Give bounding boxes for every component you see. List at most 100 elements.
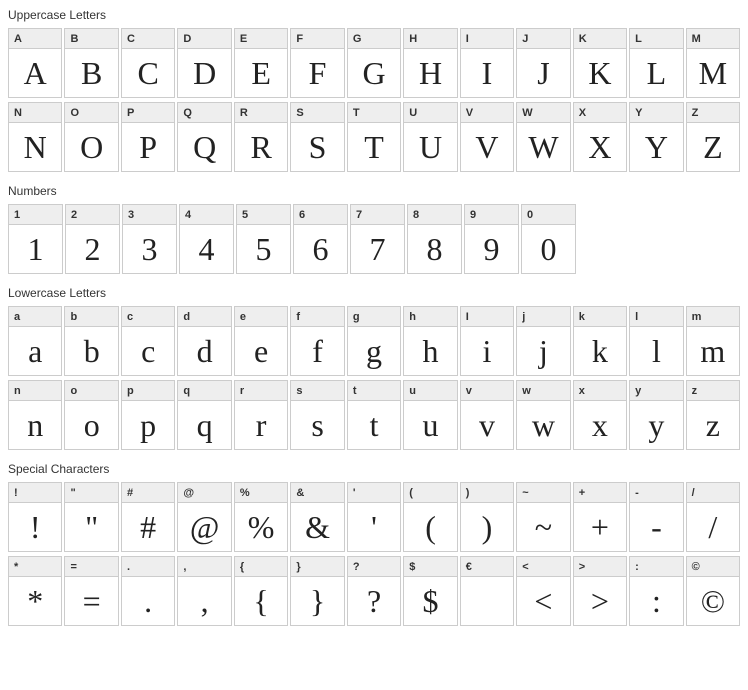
glyph-cell[interactable]: RR	[234, 102, 288, 172]
glyph-display: 7	[351, 225, 404, 273]
glyph-cell[interactable]: II	[460, 28, 514, 98]
glyph-cell[interactable]: ++	[573, 482, 627, 552]
glyph-display: f	[291, 327, 343, 375]
glyph-cell[interactable]: AA	[8, 28, 62, 98]
glyph-cell[interactable]: oo	[64, 380, 118, 450]
glyph-cell[interactable]: ""	[64, 482, 118, 552]
glyph-cell[interactable]: jj	[516, 306, 570, 376]
glyph-cell[interactable]: JJ	[516, 28, 570, 98]
glyph-cell[interactable]: 00	[521, 204, 576, 274]
glyph-cell[interactable]: dd	[177, 306, 231, 376]
glyph-cell[interactable]: €	[460, 556, 514, 626]
glyph-cell[interactable]: <<	[516, 556, 570, 626]
glyph-cell[interactable]: hh	[403, 306, 457, 376]
glyph-cell[interactable]: MM	[686, 28, 740, 98]
glyph-cell[interactable]: OO	[64, 102, 118, 172]
glyph-cell[interactable]: YY	[629, 102, 683, 172]
glyph-label: g	[348, 307, 400, 327]
glyph-cell[interactable]: HH	[403, 28, 457, 98]
glyph-display: 2	[66, 225, 119, 273]
glyph-cell[interactable]: %%	[234, 482, 288, 552]
glyph-display: e	[235, 327, 287, 375]
glyph-cell[interactable]: rr	[234, 380, 288, 450]
glyph-cell[interactable]: ))	[460, 482, 514, 552]
glyph-cell[interactable]: kk	[573, 306, 627, 376]
glyph-cell[interactable]: ''	[347, 482, 401, 552]
glyph-cell[interactable]: ~~	[516, 482, 570, 552]
glyph-cell[interactable]: PP	[121, 102, 175, 172]
glyph-cell[interactable]: 44	[179, 204, 234, 274]
glyph-cell[interactable]: 77	[350, 204, 405, 274]
glyph-cell[interactable]: ..	[121, 556, 175, 626]
glyph-cell[interactable]: }}	[290, 556, 344, 626]
glyph-cell[interactable]: ZZ	[686, 102, 740, 172]
glyph-cell[interactable]: 88	[407, 204, 462, 274]
glyph-cell[interactable]: uu	[403, 380, 457, 450]
glyph-cell[interactable]: DD	[177, 28, 231, 98]
glyph-cell[interactable]: ==	[64, 556, 118, 626]
glyph-cell[interactable]: xx	[573, 380, 627, 450]
glyph-cell[interactable]: Ii	[460, 306, 514, 376]
glyph-cell[interactable]: XX	[573, 102, 627, 172]
glyph-label: U	[404, 103, 456, 123]
glyph-cell[interactable]: KK	[573, 28, 627, 98]
glyph-label: q	[178, 381, 230, 401]
glyph-cell[interactable]: QQ	[177, 102, 231, 172]
glyph-cell[interactable]: WW	[516, 102, 570, 172]
glyph-label: s	[291, 381, 343, 401]
glyph-cell[interactable]: SS	[290, 102, 344, 172]
glyph-cell[interactable]: FF	[290, 28, 344, 98]
glyph-cell[interactable]: ww	[516, 380, 570, 450]
glyph-cell[interactable]: &&	[290, 482, 344, 552]
glyph-cell[interactable]: nn	[8, 380, 62, 450]
glyph-cell[interactable]: BB	[64, 28, 118, 98]
glyph-cell[interactable]: mm	[686, 306, 740, 376]
glyph-cell[interactable]: ::	[629, 556, 683, 626]
glyph-cell[interactable]: UU	[403, 102, 457, 172]
glyph-cell[interactable]: ee	[234, 306, 288, 376]
font-chart: Uppercase LettersAABBCCDDEEFFGGHHIIJJKKL…	[8, 8, 740, 626]
glyph-cell[interactable]: ##	[121, 482, 175, 552]
glyph-label: C	[122, 29, 174, 49]
glyph-cell[interactable]: VV	[460, 102, 514, 172]
glyph-cell[interactable]: vv	[460, 380, 514, 450]
glyph-cell[interactable]: 22	[65, 204, 120, 274]
glyph-cell[interactable]: 33	[122, 204, 177, 274]
glyph-cell[interactable]: tt	[347, 380, 401, 450]
glyph-cell[interactable]: aa	[8, 306, 62, 376]
glyph-cell[interactable]: zz	[686, 380, 740, 450]
glyph-cell[interactable]: EE	[234, 28, 288, 98]
glyph-cell[interactable]: ©©	[686, 556, 740, 626]
glyph-cell[interactable]: ss	[290, 380, 344, 450]
glyph-cell[interactable]: ,,	[177, 556, 231, 626]
glyph-cell[interactable]: CC	[121, 28, 175, 98]
glyph-cell[interactable]: yy	[629, 380, 683, 450]
glyph-cell[interactable]: 11	[8, 204, 63, 274]
glyph-display: N	[9, 123, 61, 171]
glyph-cell[interactable]: pp	[121, 380, 175, 450]
glyph-cell[interactable]: 55	[236, 204, 291, 274]
glyph-cell[interactable]: @@	[177, 482, 231, 552]
glyph-cell[interactable]: bb	[64, 306, 118, 376]
glyph-cell[interactable]: ??	[347, 556, 401, 626]
glyph-cell[interactable]: 99	[464, 204, 519, 274]
glyph-cell[interactable]: **	[8, 556, 62, 626]
glyph-cell[interactable]: ll	[629, 306, 683, 376]
glyph-cell[interactable]: ff	[290, 306, 344, 376]
glyph-cell[interactable]: 66	[293, 204, 348, 274]
glyph-cell[interactable]: gg	[347, 306, 401, 376]
glyph-cell[interactable]: ((	[403, 482, 457, 552]
glyph-cell[interactable]: GG	[347, 28, 401, 98]
glyph-cell[interactable]: LL	[629, 28, 683, 98]
glyph-cell[interactable]: >>	[573, 556, 627, 626]
glyph-cell[interactable]: //	[686, 482, 740, 552]
glyph-cell[interactable]: {{	[234, 556, 288, 626]
glyph-cell[interactable]: NN	[8, 102, 62, 172]
glyph-cell[interactable]: !!	[8, 482, 62, 552]
glyph-cell[interactable]: cc	[121, 306, 175, 376]
glyph-cell[interactable]: $$	[403, 556, 457, 626]
glyph-label: a	[9, 307, 61, 327]
glyph-cell[interactable]: TT	[347, 102, 401, 172]
glyph-cell[interactable]: qq	[177, 380, 231, 450]
glyph-cell[interactable]: --	[629, 482, 683, 552]
